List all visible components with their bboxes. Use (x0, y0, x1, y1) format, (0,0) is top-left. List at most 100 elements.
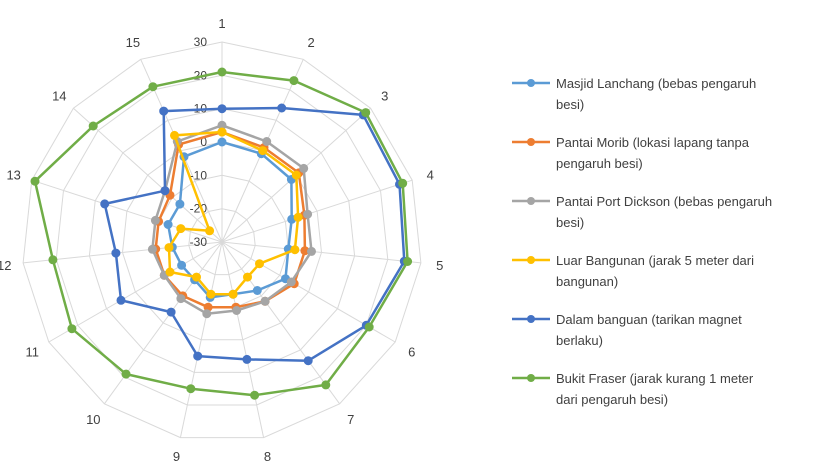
tick-label: 0 (200, 135, 207, 149)
data-point (232, 306, 242, 315)
category-label: 11 (26, 345, 40, 360)
data-point (361, 108, 371, 118)
data-point (186, 384, 196, 394)
data-point (290, 245, 300, 255)
data-point (242, 354, 252, 364)
data-point (403, 257, 413, 266)
data-point (262, 137, 272, 146)
data-point (398, 178, 408, 188)
tick-label: 20 (194, 68, 208, 82)
data-point (217, 104, 227, 114)
category-label: 7 (347, 412, 354, 427)
data-point (303, 209, 313, 219)
data-point (192, 272, 201, 282)
data-point (321, 380, 331, 390)
data-point (148, 82, 158, 92)
data-point (364, 322, 374, 332)
series-lines (30, 67, 413, 400)
category-label: 14 (52, 89, 66, 104)
category-label: 3 (381, 89, 388, 104)
legend-label: Dalam banguan (tarikan magnet (556, 312, 742, 327)
data-point (160, 186, 170, 196)
data-point (159, 106, 169, 116)
legend-swatch-marker (527, 374, 535, 382)
category-label: 2 (307, 35, 314, 50)
data-point (193, 351, 203, 361)
data-point (299, 163, 309, 173)
series-6 (30, 67, 413, 400)
data-point (228, 289, 238, 299)
data-point (88, 121, 98, 131)
radar-grid (22, 41, 422, 439)
data-point (170, 130, 179, 140)
legend-item: Bukit Fraser (jarak kurang 1 meter dari p… (512, 371, 754, 407)
data-point (293, 212, 303, 222)
data-point (286, 277, 296, 287)
data-point (163, 220, 173, 229)
legend-label: Pantai Port Dickson (bebas pengaruh (556, 194, 772, 209)
data-point (307, 246, 316, 256)
legend-label: berlaku) (556, 333, 603, 348)
data-point (252, 286, 262, 295)
data-point (217, 127, 227, 137)
grid-spoke (179, 241, 223, 438)
grid-spoke (31, 179, 223, 243)
legend: Masjid Lanchang (bebas pengaruhbesi)Pant… (512, 76, 772, 407)
data-point (250, 390, 260, 400)
legend-item: Luar Bangunan (jarak 5 meter dari banguna… (512, 253, 754, 289)
legend-label: dari pengaruh besi) (556, 392, 668, 407)
legend-item: Masjid Lanchang (bebas pengaruh besi) (512, 76, 756, 112)
data-point (175, 199, 185, 209)
legend-item: Pantai Port Dickson (bebas pengaruh besi) (512, 194, 772, 230)
grid-ring (88, 108, 356, 373)
category-label: 10 (86, 412, 100, 427)
series-line (151, 124, 313, 315)
data-point (121, 369, 131, 379)
data-point (150, 215, 160, 225)
data-point (176, 224, 186, 234)
series-line (167, 130, 300, 296)
series-line (166, 140, 293, 299)
legend-label: Masjid Lanchang (bebas pengaruh (556, 76, 756, 91)
grid-spoke (221, 179, 413, 243)
legend-label: Bukit Fraser (jarak kurang 1 meter (556, 371, 754, 386)
grid-spoke (73, 107, 223, 243)
category-label: 5 (436, 258, 443, 273)
legend-item: Dalam banguan (tarikan magnet berlaku) (512, 312, 742, 348)
legend-item: Pantai Morib (lokasi lapang tanpa pengaru… (512, 135, 750, 171)
data-point (116, 295, 126, 305)
category-label: 12 (0, 258, 11, 273)
legend-swatch-marker (527, 197, 535, 205)
category-label: 6 (408, 345, 415, 360)
data-point (67, 324, 77, 334)
data-point (217, 67, 227, 77)
series-line (154, 130, 307, 309)
data-point (217, 137, 227, 147)
data-point (255, 259, 264, 269)
data-point (166, 307, 176, 317)
legend-swatch-marker (527, 315, 535, 323)
series-4 (164, 127, 303, 299)
legend-label: besi) (556, 215, 584, 230)
data-point (177, 260, 187, 270)
category-label: 8 (264, 449, 271, 464)
data-point (206, 289, 216, 299)
tick-label: -30 (190, 235, 208, 249)
category-label: 4 (427, 167, 434, 182)
data-point (243, 272, 252, 282)
category-label: 9 (173, 449, 180, 464)
data-point (291, 170, 301, 180)
category-label: 13 (6, 167, 20, 182)
grid-ring (188, 208, 256, 276)
legend-label: Luar Bangunan (jarak 5 meter dari (556, 253, 754, 268)
category-label: 15 (126, 35, 140, 50)
tick-label: -10 (190, 168, 208, 182)
data-point (202, 309, 212, 319)
data-point (165, 267, 175, 277)
data-point (147, 244, 157, 254)
data-point (260, 296, 270, 306)
data-point (277, 103, 287, 113)
